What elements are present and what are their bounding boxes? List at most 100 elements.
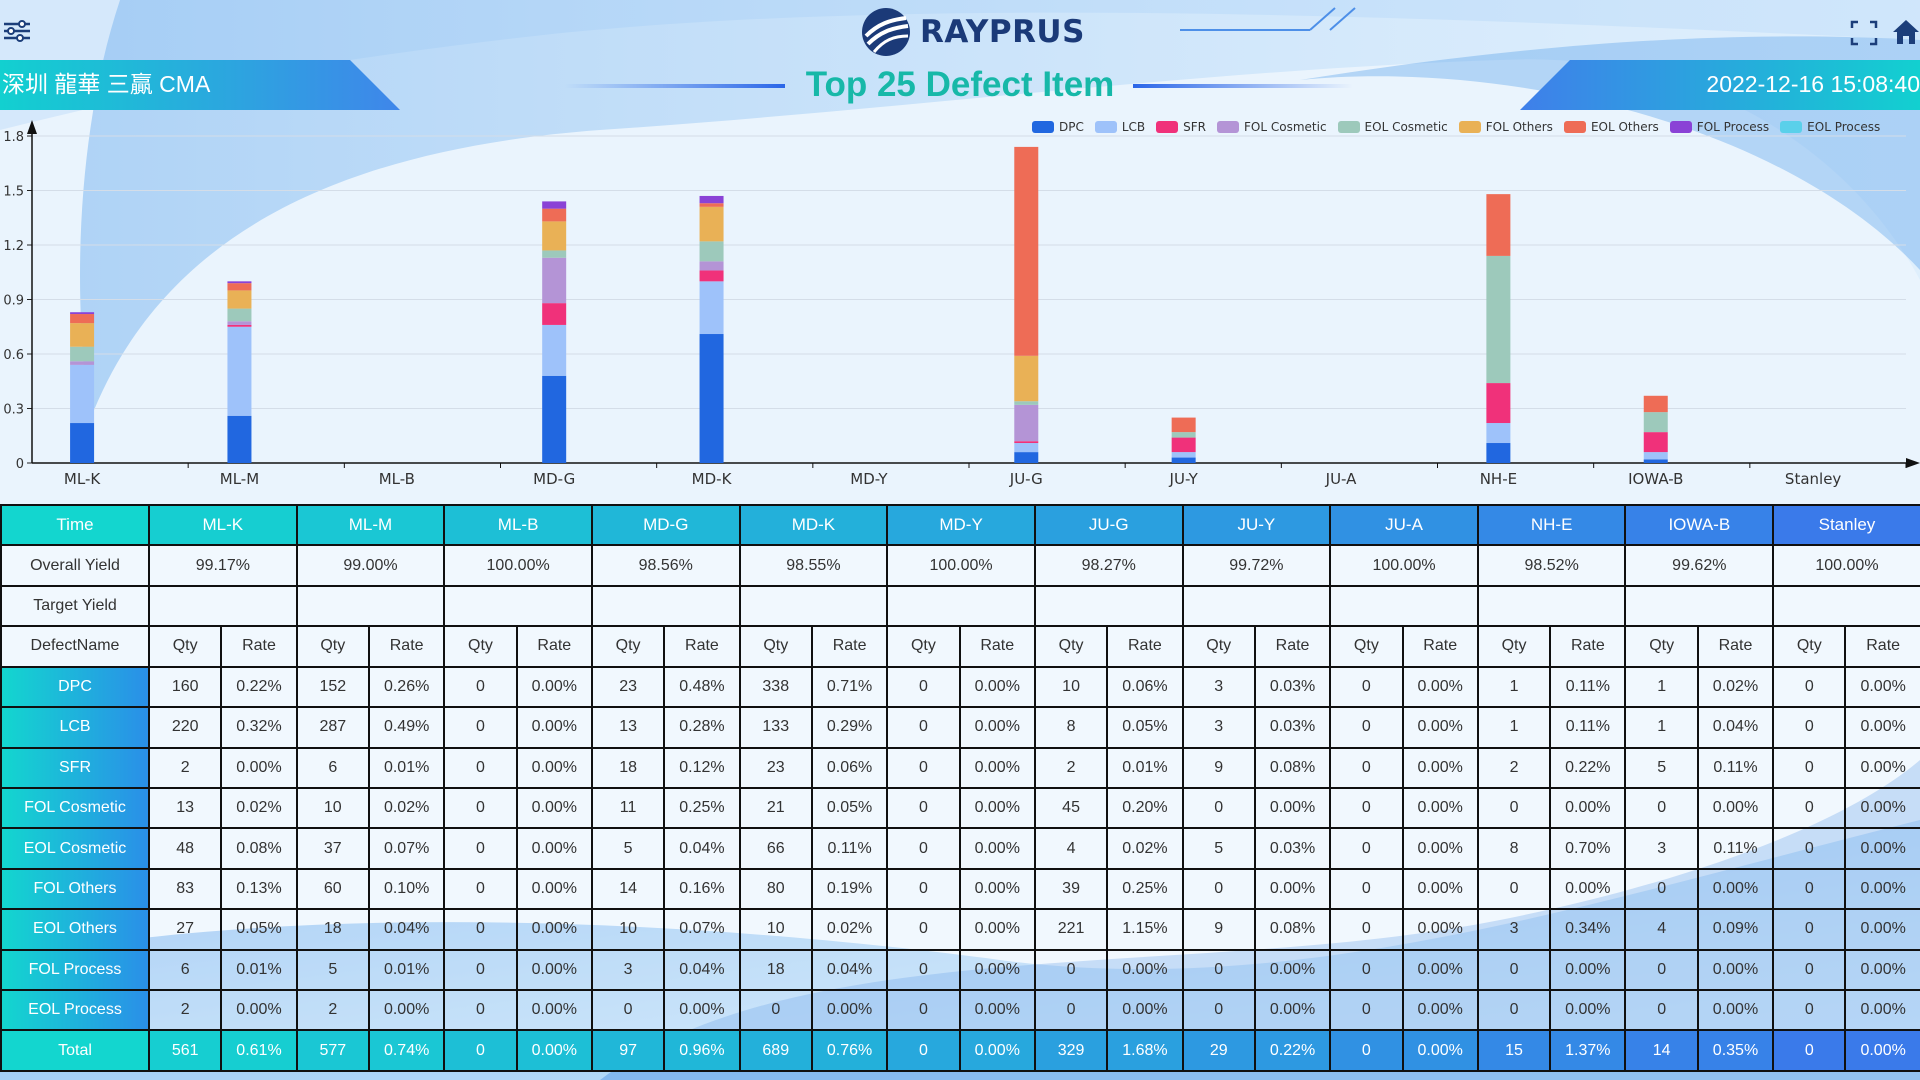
- x-tick-label: ML-B: [379, 470, 415, 488]
- bar-segment: [1171, 457, 1196, 463]
- rate-header: Rate: [1253, 625, 1332, 668]
- overall-yield-value: 100.00%: [886, 544, 1036, 587]
- rate-cell: 0.00%: [958, 827, 1036, 870]
- qty-cell: 0: [1772, 827, 1847, 870]
- overall-yield-row: Overall Yield 99.17% 99.00% 100.00% 98.56% 98…: [0, 544, 1920, 587]
- qty-cell: 0: [1329, 665, 1404, 709]
- bar-segment: [699, 241, 724, 262]
- bar-segment: [1643, 432, 1668, 453]
- qty-cell: 0: [1476, 989, 1552, 1032]
- defect-name: FOL Others: [0, 867, 150, 911]
- qty-cell: 14: [590, 867, 666, 911]
- qty-header: Qty: [443, 625, 518, 668]
- legend-item[interactable]: LCB: [1094, 120, 1145, 134]
- home-icon[interactable]: [1892, 18, 1920, 46]
- legend-item[interactable]: DPC: [1032, 120, 1084, 134]
- legend-item[interactable]: EOL Cosmetic: [1337, 120, 1448, 134]
- qty-cell: 0: [886, 948, 961, 992]
- rate-cell: 0.00%: [958, 665, 1036, 709]
- rate-cell: 0.04%: [367, 908, 446, 951]
- menu-sliders-icon[interactable]: [2, 16, 32, 46]
- bar-segment: [1486, 255, 1511, 384]
- qty-cell: 220: [147, 706, 223, 749]
- rate-cell: 0.19%: [810, 867, 889, 911]
- qty-cell: 0: [443, 948, 518, 992]
- site-column-header: MD-K: [738, 503, 889, 547]
- qty-cell: 287: [295, 706, 370, 749]
- bar-segment: [1014, 452, 1039, 463]
- rate-cell: 0.04%: [1696, 706, 1775, 749]
- rate-cell: 0.00%: [958, 948, 1036, 992]
- qty-cell: 0: [1772, 706, 1847, 749]
- bar-segment: [1486, 194, 1511, 256]
- qty-cell: 0: [443, 706, 518, 749]
- rate-cell: 0.00%: [1401, 867, 1479, 911]
- qty-cell: 0: [1772, 948, 1847, 992]
- bar-segment: [1171, 432, 1196, 438]
- qty-cell: 0: [1329, 908, 1404, 951]
- overall-yield-value: 99.00%: [295, 544, 446, 587]
- qty-cell: 0: [1772, 746, 1847, 789]
- x-tick-label: JU-G: [1009, 470, 1043, 488]
- total-label: Total: [0, 1029, 150, 1072]
- overall-yield-value: 100.00%: [1329, 544, 1479, 587]
- rate-cell: 0.00%: [220, 989, 298, 1032]
- legend-item[interactable]: SFR: [1156, 120, 1206, 134]
- total-rate-cell: 0.22%: [1253, 1029, 1332, 1072]
- qty-cell: 0: [1772, 665, 1847, 709]
- target-yield-value: [295, 584, 446, 628]
- legend-item[interactable]: FOL Cosmetic: [1217, 120, 1327, 134]
- qty-header: Qty: [1624, 625, 1699, 668]
- rate-cell: 0.11%: [1549, 706, 1627, 749]
- x-tick-label: NH-E: [1480, 470, 1517, 488]
- site-name: 深圳 龍華 三贏 CMA: [2, 71, 211, 97]
- legend-label: FOL Others: [1485, 120, 1553, 134]
- qty-cell: 2: [147, 746, 223, 789]
- table-row: DPC 160 0.22% 152 0.26% 0 0.00% 23 0.48% 338 0.71%…: [0, 665, 1920, 709]
- rate-cell: 0.00%: [1106, 989, 1184, 1032]
- rate-cell: 0.01%: [220, 948, 298, 992]
- qty-cell: 2: [1033, 746, 1109, 789]
- rate-header: Rate: [367, 625, 446, 668]
- target-yield-value: [886, 584, 1036, 628]
- target-yield-value: [443, 584, 593, 628]
- bar-segment: [227, 326, 252, 416]
- rate-cell: 0.00%: [1696, 948, 1775, 992]
- legend-item[interactable]: EOL Others: [1563, 120, 1659, 134]
- total-row: Total 561 0.61% 577 0.74% 0 0.00% 97 0.96% 689 0.7…: [0, 1029, 1920, 1072]
- bar-segment: [542, 221, 567, 251]
- rate-header: Rate: [1549, 625, 1627, 668]
- legend-item[interactable]: FOL Others: [1458, 120, 1553, 134]
- y-tick-label: 1.2: [3, 239, 24, 254]
- rate-cell: 0.01%: [367, 746, 446, 789]
- rate-cell: 0.01%: [367, 948, 446, 992]
- legend-item[interactable]: EOL Process: [1780, 120, 1880, 134]
- legend-label: EOL Cosmetic: [1364, 120, 1448, 134]
- defect-name: FOL Process: [0, 948, 150, 992]
- defect-name: EOL Others: [0, 908, 150, 951]
- total-rate-cell: 0.00%: [1844, 1029, 1920, 1072]
- y-tick-label: 0.3: [3, 403, 24, 418]
- x-tick-label: ML-M: [220, 470, 259, 488]
- qty-cell: 0: [1624, 786, 1699, 830]
- rate-cell: 0.00%: [515, 867, 593, 911]
- qty-cell: 0: [1772, 989, 1847, 1032]
- total-rate-cell: 0.74%: [367, 1029, 446, 1072]
- rate-cell: 0.16%: [663, 867, 741, 911]
- qty-cell: 0: [1772, 867, 1847, 911]
- total-qty-cell: 29: [1181, 1029, 1256, 1072]
- fullscreen-icon[interactable]: [1850, 20, 1878, 46]
- total-qty-cell: 0: [443, 1029, 518, 1072]
- rate-cell: 0.11%: [810, 827, 889, 870]
- qty-cell: 10: [590, 908, 666, 951]
- rate-cell: 0.00%: [1549, 867, 1627, 911]
- qty-cell: 4: [1033, 827, 1109, 870]
- qty-cell: 21: [738, 786, 813, 830]
- qty-cell: 0: [1772, 786, 1847, 830]
- qty-cell: 0: [886, 786, 961, 830]
- rate-cell: 0.04%: [663, 827, 741, 870]
- rate-cell: 0.00%: [1401, 827, 1479, 870]
- rate-cell: 0.00%: [1401, 706, 1479, 749]
- legend-item[interactable]: FOL Process: [1669, 120, 1769, 134]
- rate-cell: 0.01%: [1106, 746, 1184, 789]
